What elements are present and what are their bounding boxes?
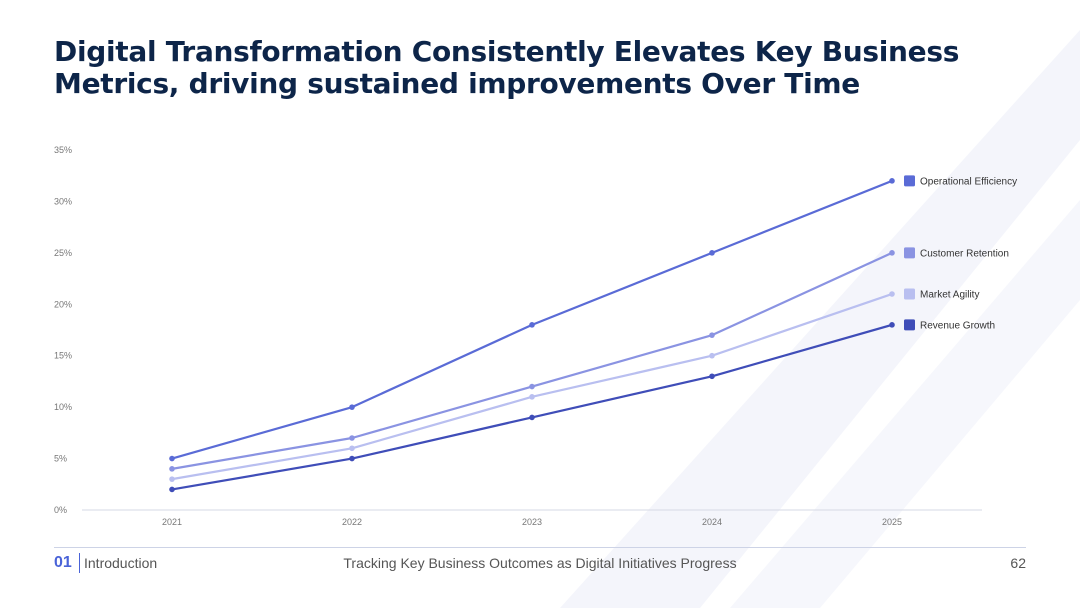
data-point	[349, 455, 355, 462]
data-point	[889, 250, 895, 256]
footer-separator	[79, 553, 80, 573]
data-point	[349, 404, 355, 410]
data-point	[349, 445, 355, 452]
x-tick-label: 2024	[702, 517, 722, 527]
y-tick-label: 35%	[54, 145, 72, 155]
data-point	[709, 352, 715, 359]
x-tick-label: 2022	[342, 517, 362, 527]
footer-subtitle: Tracking Key Business Outcomes as Digita…	[343, 555, 737, 571]
data-point	[169, 476, 175, 482]
legend-swatch	[904, 175, 915, 187]
x-tick-label: 2021	[162, 517, 182, 527]
legend-label: Customer Retention	[920, 248, 1009, 259]
footer-section-number: 01	[54, 554, 72, 571]
y-tick-label: 0%	[54, 505, 67, 515]
legend-label: Market Agility	[920, 290, 979, 301]
data-point	[709, 373, 715, 380]
data-point	[529, 322, 535, 328]
legend-swatch	[904, 288, 915, 300]
data-point	[889, 291, 895, 297]
series-line-1	[171, 251, 893, 470]
slide-title: Digital Transformation Consistently Elev…	[54, 35, 960, 100]
y-tick-label: 25%	[54, 248, 72, 258]
x-tick-label: 2023	[522, 517, 542, 527]
y-tick-label: 5%	[54, 454, 67, 464]
legend-label: Revenue Growth	[920, 320, 995, 331]
data-point	[169, 455, 175, 462]
data-point	[889, 178, 895, 184]
data-point	[709, 332, 715, 338]
legend-swatch	[904, 247, 915, 259]
legend-swatch	[904, 319, 915, 331]
y-tick-label: 10%	[54, 402, 72, 412]
footer-section-name: Introduction	[84, 555, 158, 571]
y-tick-label: 20%	[54, 299, 72, 309]
x-tick-label: 2025	[882, 517, 902, 527]
footer-divider	[54, 547, 1026, 548]
y-tick-label: 30%	[54, 196, 72, 206]
data-point	[889, 322, 895, 328]
data-point	[529, 414, 535, 421]
data-point	[349, 435, 355, 441]
data-point	[529, 394, 535, 400]
footer-page-number: 62	[1010, 555, 1026, 571]
y-tick-label: 15%	[54, 351, 72, 361]
data-point	[709, 250, 715, 256]
data-point	[529, 383, 535, 390]
legend-label: Operational Efficiency	[920, 176, 1017, 187]
data-point	[169, 466, 175, 472]
data-point	[169, 486, 175, 493]
series-line-3	[171, 323, 893, 491]
